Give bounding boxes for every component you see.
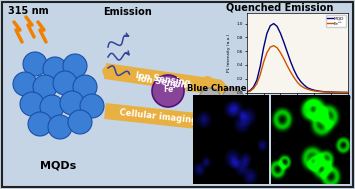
Fe³⁺: [312, 90, 316, 92]
MQD: [339, 91, 343, 94]
Circle shape: [63, 54, 87, 78]
MQD: [275, 25, 279, 27]
Fe³⁺: [342, 91, 346, 94]
MQD: [245, 91, 249, 93]
MQD: [282, 41, 286, 43]
Text: Green Channel: Green Channel: [268, 84, 338, 93]
Fe³⁺: [288, 71, 293, 73]
Fe³⁺: [299, 84, 303, 87]
Text: 3+: 3+: [172, 84, 180, 90]
MQD: [332, 91, 337, 93]
MQD: [292, 69, 296, 71]
MQD: [295, 76, 300, 78]
Fe³⁺: [292, 76, 296, 79]
MQD: [326, 91, 330, 93]
Text: Blue Channel: Blue Channel: [187, 84, 249, 93]
Circle shape: [73, 75, 97, 99]
Circle shape: [60, 91, 84, 115]
MQD: [342, 91, 346, 94]
X-axis label: Wavelength (nm): Wavelength (nm): [278, 106, 316, 110]
Fe³⁺: [245, 91, 249, 93]
Fe³⁺: [346, 91, 350, 94]
Circle shape: [80, 94, 104, 118]
Circle shape: [28, 112, 52, 136]
Fe³⁺: [248, 90, 252, 92]
Circle shape: [43, 57, 67, 81]
Fe³⁺: [332, 91, 337, 93]
Circle shape: [68, 110, 92, 134]
Fe³⁺: [275, 47, 279, 49]
Text: Cellular imaging: Cellular imaging: [119, 108, 197, 125]
MQD: [278, 32, 283, 34]
FancyArrow shape: [104, 63, 230, 95]
Fe³⁺: [255, 83, 259, 85]
MQD: [285, 51, 289, 53]
MQD: [319, 90, 323, 92]
Circle shape: [23, 52, 47, 76]
Circle shape: [48, 115, 72, 139]
Fe³⁺: [319, 91, 323, 93]
Fe³⁺: [315, 90, 320, 92]
Text: MQDs: MQDs: [40, 161, 76, 171]
Line: Fe³⁺: Fe³⁺: [247, 46, 348, 92]
Fe³⁺: [278, 51, 283, 54]
Circle shape: [199, 88, 221, 110]
Circle shape: [33, 75, 57, 99]
MQD: [268, 25, 273, 27]
Fe³⁺: [339, 91, 343, 94]
Circle shape: [152, 75, 184, 107]
Fe³⁺: [302, 87, 306, 89]
Fe³⁺: [336, 91, 340, 94]
Fe³⁺: [261, 61, 266, 63]
MQD: [261, 47, 266, 49]
Text: Fe: Fe: [163, 85, 173, 94]
MQD: [309, 88, 313, 90]
MQD: [305, 87, 310, 89]
MQD: [302, 84, 306, 86]
Fe³⁺: [309, 89, 313, 91]
Fe³⁺: [285, 65, 289, 67]
MQD: [312, 89, 316, 91]
Fe³⁺: [295, 81, 300, 83]
MQD: [336, 91, 340, 93]
MQD: [288, 60, 293, 63]
MQD: [299, 81, 303, 83]
Fe³⁺: [282, 58, 286, 60]
Circle shape: [222, 88, 244, 110]
Fe³⁺: [265, 51, 269, 54]
MQD: [315, 90, 320, 92]
MQD: [258, 65, 262, 67]
MQD: [346, 91, 350, 94]
Text: Ion Sensing: Ion Sensing: [135, 71, 191, 87]
Circle shape: [13, 72, 37, 96]
MQD: [255, 79, 259, 81]
Line: MQD: MQD: [247, 24, 348, 92]
Fe³⁺: [272, 45, 276, 47]
Legend: MQD, Fe³⁺: MQD, Fe³⁺: [326, 15, 346, 27]
Fe³⁺: [305, 88, 310, 90]
Circle shape: [53, 71, 77, 95]
Y-axis label: PL Intensity (a.u.): PL Intensity (a.u.): [227, 34, 231, 72]
Circle shape: [217, 98, 239, 120]
Text: Emission: Emission: [104, 7, 152, 17]
MQD: [251, 86, 256, 88]
Circle shape: [40, 95, 64, 119]
Fe³⁺: [322, 91, 327, 93]
Circle shape: [20, 92, 44, 116]
Text: 315 nm: 315 nm: [8, 6, 49, 16]
FancyArrow shape: [104, 103, 215, 130]
MQD: [265, 32, 269, 34]
Text: Ion Sensing: Ion Sensing: [137, 74, 193, 90]
MQD: [322, 91, 327, 93]
MQD: [272, 22, 276, 25]
Fe³⁺: [258, 74, 262, 76]
Text: Quenched Emission: Quenched Emission: [226, 3, 334, 13]
Fe³⁺: [329, 91, 333, 93]
Circle shape: [204, 110, 226, 132]
Fe³⁺: [251, 87, 256, 90]
MQD: [329, 91, 333, 93]
Fe³⁺: [326, 91, 330, 93]
MQD: [248, 89, 252, 92]
Fe³⁺: [268, 46, 273, 48]
